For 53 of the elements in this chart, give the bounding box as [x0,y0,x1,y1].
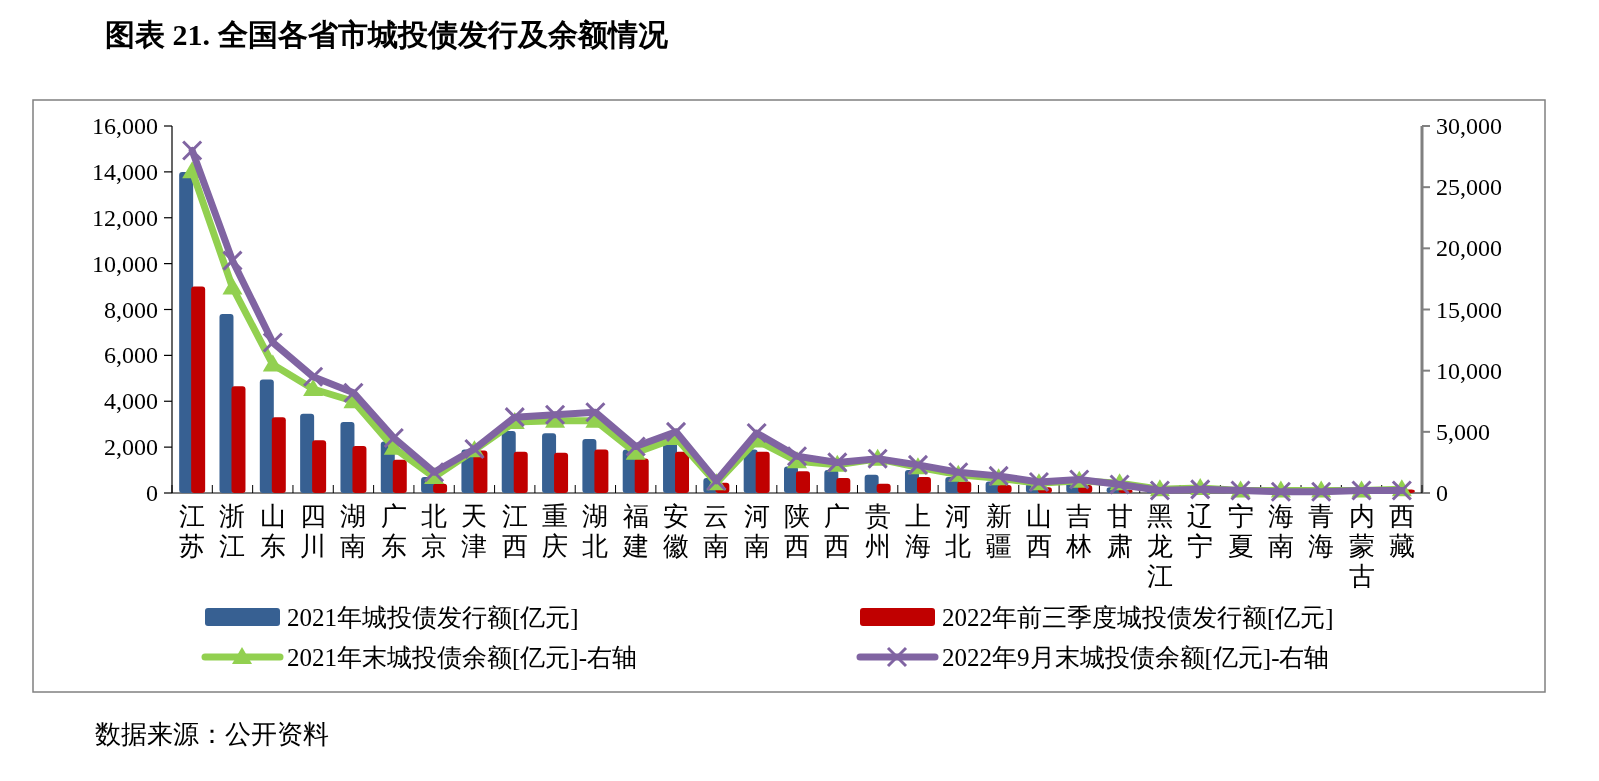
xtick: 云南 [703,501,730,561]
y2-tick-label: 20,000 [1436,235,1502,262]
xtick: 湖北 [582,501,609,561]
xtick: 内蒙古 [1348,501,1375,591]
xtick: 浙江 [219,501,246,561]
xtick: 江苏 [179,501,206,561]
xtick: 河南 [743,501,770,561]
title: 图表 21. 全国各省市城投债发行及余额情况 [105,18,668,51]
xtick: 贵州 [864,501,891,561]
legend-label: 2021年末城投债余额[亿元]-右轴 [287,644,637,671]
xtick: 四川 [300,501,327,561]
xtick: 辽宁 [1187,501,1214,561]
annotation: 数据来源：公开资料 [95,720,329,749]
y-tick-label: 4,000 [104,388,158,415]
xtick: 山东 [259,501,286,561]
y-tick-label: 8,000 [104,296,158,323]
y-tick-label: 2,000 [104,434,158,461]
legend-label: 2021年城投债发行额[亿元] [287,604,579,631]
y2-tick-label: 30,000 [1436,113,1502,139]
xtick: 江西 [501,501,528,561]
xtick: 宁夏 [1227,501,1254,561]
xtick: 河北 [945,501,972,561]
xtick: 新疆 [985,501,1012,561]
xtick: 海南 [1267,501,1294,561]
xtick: 青海 [1308,501,1335,561]
xtick: 天津 [461,501,488,561]
xtick: 黑龙江 [1146,501,1173,591]
y2-tick-label: 25,000 [1436,174,1502,201]
y2-tick-label: 10,000 [1436,357,1502,384]
y-tick-label: 12,000 [92,204,158,231]
xtick: 湖南 [340,501,367,561]
y-tick-label: 10,000 [92,250,158,277]
y-tick-label: 6,000 [104,342,158,369]
y2-tick-label: 15,000 [1436,296,1502,323]
xtick: 上海 [904,501,931,561]
y-tick-label: 14,000 [92,158,158,185]
xtick: 福建 [622,501,649,561]
xtick: 广东 [380,501,407,561]
y2-tick-label: 5,000 [1436,418,1490,445]
xtick: 安徽 [663,501,690,561]
legend-label: 2022年9月末城投债余额[亿元]-右轴 [942,644,1330,671]
y-tick-label: 0 [146,480,158,506]
xtick: 陕西 [784,501,810,561]
xtick: 广西 [824,501,851,561]
legend-label: 2022年前三季度城投债发行额[亿元] [942,604,1334,631]
xtick: 甘肃 [1106,501,1133,561]
xtick: 西藏 [1388,501,1415,561]
xtick: 重庆 [542,501,569,561]
y2-tick-label: 0 [1436,480,1448,506]
xtick: 吉林 [1066,501,1093,561]
xtick: 山西 [1025,501,1052,561]
xtick: 北京 [421,501,448,561]
y-tick-label: 16,000 [92,113,158,139]
